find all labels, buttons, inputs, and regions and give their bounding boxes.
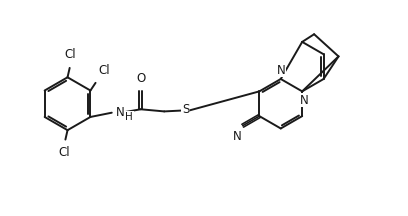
Text: N: N — [116, 106, 125, 119]
Text: O: O — [136, 72, 145, 85]
Text: Cl: Cl — [65, 48, 76, 61]
Text: N: N — [233, 130, 241, 143]
Text: N: N — [276, 64, 285, 77]
Text: S: S — [182, 103, 189, 116]
Text: N: N — [300, 94, 309, 106]
Text: Cl: Cl — [59, 146, 70, 159]
Text: Cl: Cl — [98, 64, 110, 77]
Text: H: H — [125, 111, 133, 122]
